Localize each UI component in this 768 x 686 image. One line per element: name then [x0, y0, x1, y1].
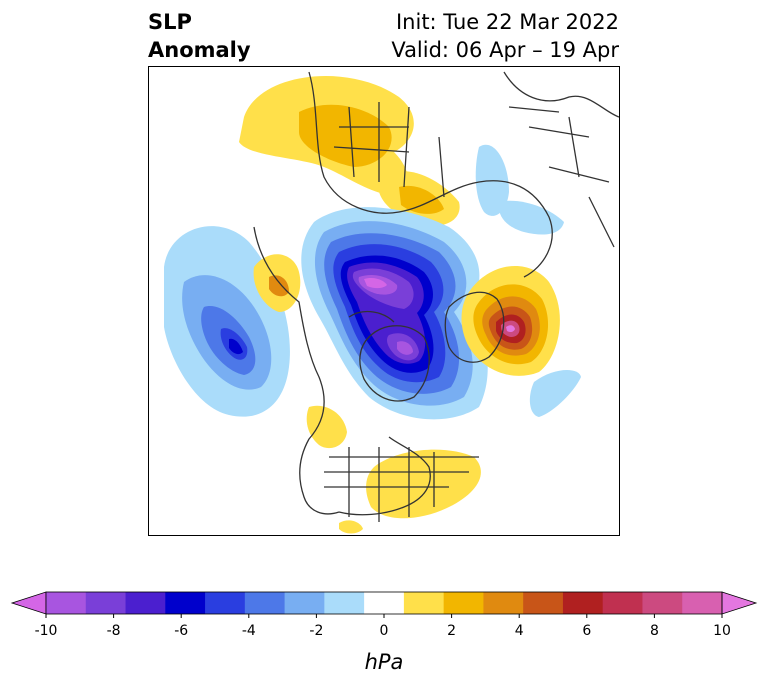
- colorbar-segment: [562, 592, 604, 614]
- colorbar-tick-label: -2: [309, 623, 323, 639]
- negative-anomaly-pacific: [164, 226, 290, 417]
- colorbar-tick-label: -6: [174, 623, 188, 639]
- colorbar-segment: [682, 592, 723, 614]
- colorbar-tick-label: 10: [713, 623, 731, 639]
- colorbar: -10 -8 -6 -4 -2 0 2 4 6 8 10: [10, 591, 758, 639]
- colorbar-segment: [364, 592, 405, 614]
- colorbar-segment: [324, 592, 365, 614]
- colorbar-segments: [10, 591, 758, 615]
- colorbar-tick-label: 8: [650, 623, 659, 639]
- positive-anomaly-europe: [239, 75, 460, 226]
- colorbar-segment: [523, 592, 564, 614]
- valid-range: Valid: 06 Apr – 19 Apr: [391, 38, 619, 62]
- init-date: Init: Tue 22 Mar 2022: [395, 10, 619, 34]
- colorbar-extend-min: [10, 591, 47, 615]
- negative-anomaly-arctic: [301, 207, 488, 420]
- date-info: Init: Tue 22 Mar 2022 Valid: 06 Apr – 19…: [391, 8, 619, 64]
- map-canvas: [164, 71, 619, 534]
- colorbar-segment: [284, 592, 325, 614]
- colorbar-segment: [85, 592, 127, 614]
- colorbar-segment: [205, 592, 246, 614]
- colorbar-tick-label: -4: [242, 623, 256, 639]
- anomaly-map: [148, 66, 620, 536]
- colorbar-segment: [403, 592, 445, 614]
- colorbar-tick-label: 2: [447, 623, 456, 639]
- colorbar-segment: [46, 592, 87, 614]
- title-line-1: SLP: [148, 10, 192, 34]
- colorbar-units: hPa: [364, 650, 404, 674]
- positive-anomaly-southeast-us: [306, 405, 481, 534]
- colorbar-segment: [165, 592, 206, 614]
- map-title: SLP Anomaly: [148, 8, 251, 64]
- colorbar-segment: [125, 592, 166, 614]
- coastlines: [253, 71, 619, 522]
- colorbar-tick-label: 4: [515, 623, 524, 639]
- colorbar-ticks: -10 -8 -6 -4 -2 0 2 4 6 8 10: [35, 614, 731, 639]
- colorbar-segment: [483, 592, 524, 614]
- colorbar-extend-max: [721, 591, 758, 615]
- colorbar-tick-label: 6: [582, 623, 591, 639]
- title-line-2: Anomaly: [148, 38, 251, 62]
- colorbar-segment: [443, 592, 484, 614]
- colorbar-tick-label: 0: [380, 623, 389, 639]
- colorbar-tick-label: -8: [107, 623, 121, 639]
- colorbar-tick-label: -10: [35, 623, 58, 639]
- colorbar-segment: [602, 592, 643, 614]
- colorbar-segment: [642, 592, 683, 614]
- positive-anomaly-alaska: [253, 254, 301, 312]
- colorbar-segment: [244, 592, 286, 614]
